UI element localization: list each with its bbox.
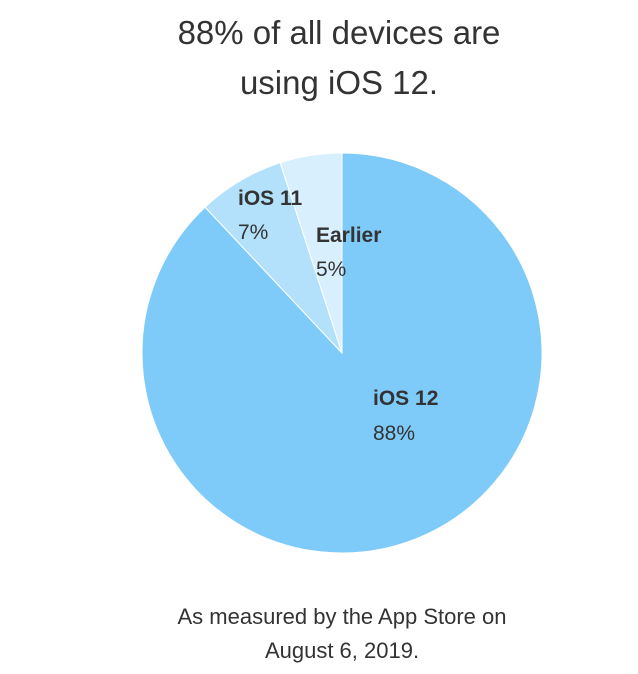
slice-label-earlier-value: 5% — [316, 258, 346, 281]
slice-label-earlier-name: Earlier — [316, 224, 381, 247]
slice-label-ios11-name: iOS 11 — [238, 187, 303, 210]
slice-label-ios11-value: 7% — [238, 221, 268, 244]
footnote-line-2: August 6, 2019. — [264, 638, 420, 663]
pie-slice-ios-12 — [141, 152, 543, 554]
chart-title: 88% of all devices are using iOS 12. — [0, 8, 638, 108]
footnote: As measured by the App Store on August 6… — [0, 600, 638, 668]
pie-slice-earlier — [279, 152, 343, 354]
slice-label-ios12-value: 88% — [373, 422, 415, 445]
slice-labels: iOS 12 88% iOS 11 7% Earlier 5% — [238, 187, 438, 445]
slice-label-ios12-name: iOS 12 — [373, 387, 438, 410]
chart-title-line-1: 88% of all devices are — [177, 14, 501, 51]
pie-slices — [141, 152, 543, 554]
chart-title-line-2: using iOS 12. — [239, 64, 439, 101]
footnote-line-1: As measured by the App Store on — [177, 604, 507, 629]
